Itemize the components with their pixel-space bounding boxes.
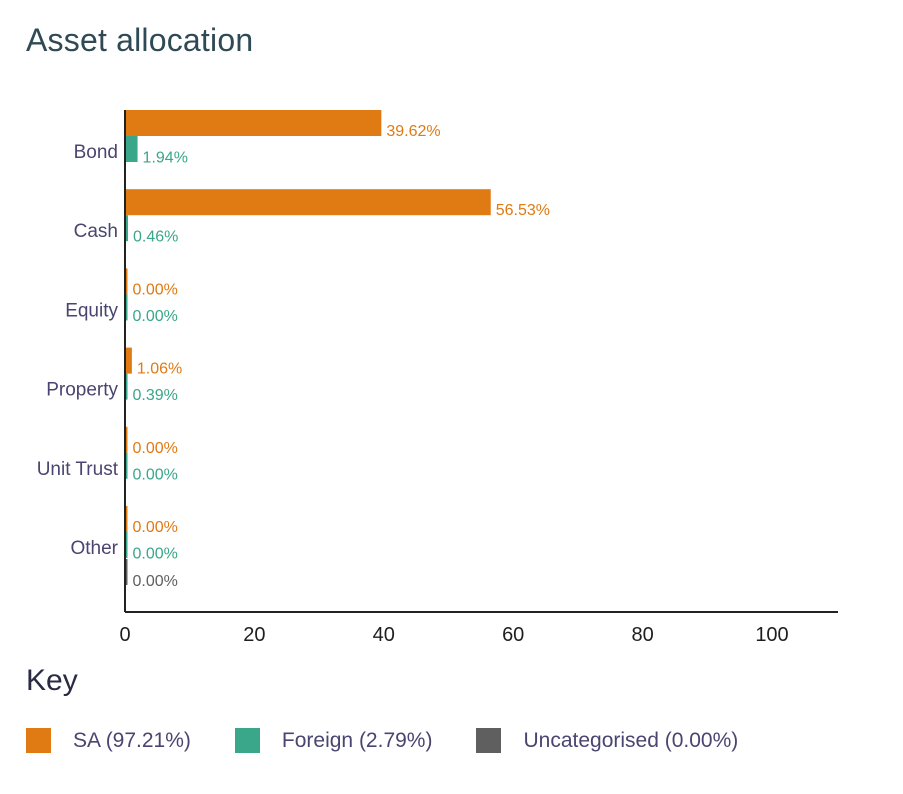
x-tick-label-60: 60 [502, 624, 524, 646]
data-label-sa-bond: 39.62% [386, 123, 440, 140]
bar-foreign-equity [125, 294, 128, 321]
legend-heading: Key [26, 664, 78, 697]
category-label-property: Property [46, 380, 118, 401]
category-label-other: Other [70, 538, 118, 559]
asset-allocation-chart: Bond 39.62% 1.94% Cash 56.53% 0.46% Equity 0.00… [37, 110, 838, 646]
plot-area: Bond 39.62% 1.94% Cash 56.53% 0.46% Equity 0.00… [37, 110, 838, 646]
bar-sa-other [125, 506, 128, 532]
chart-title: Asset allocation [26, 22, 254, 58]
data-label-uncategorised-other: 0.00% [133, 573, 178, 590]
data-label-foreign-cash: 0.46% [133, 229, 178, 246]
bar-sa-unit-trust [125, 426, 128, 453]
legend-item-sa: SA (97.21%) [26, 728, 191, 753]
bar-uncategorised-other [125, 559, 128, 585]
data-label-foreign-property: 0.39% [133, 387, 178, 404]
bar-foreign-unit-trust [125, 452, 128, 479]
x-tick-label-20: 20 [243, 624, 265, 646]
category-label-equity: Equity [65, 300, 118, 321]
data-label-sa-unit-trust: 0.00% [133, 440, 178, 457]
x-tick-label-0: 0 [119, 624, 130, 646]
data-label-sa-property: 1.06% [137, 361, 182, 378]
bar-sa-equity [125, 268, 128, 295]
bar-foreign-cash [125, 215, 128, 242]
category-label-unit-trust: Unit Trust [37, 459, 119, 480]
data-label-sa-other: 0.00% [133, 519, 178, 536]
bar-foreign-other [125, 532, 128, 558]
data-label-foreign-equity: 0.00% [133, 308, 178, 325]
data-label-sa-cash: 56.53% [496, 202, 550, 219]
data-label-sa-equity: 0.00% [133, 281, 178, 298]
legend-item-foreign: Foreign (2.79%) [234, 728, 433, 753]
legend-label-foreign: Foreign (2.79%) [281, 728, 433, 752]
legend-label-uncategorised: Uncategorised (0.00%) [523, 728, 739, 752]
bar-sa-bond [125, 110, 382, 136]
x-tick-label-40: 40 [373, 624, 395, 646]
x-tick-label-80: 80 [631, 624, 653, 646]
data-label-foreign-unit-trust: 0.00% [133, 466, 178, 483]
data-label-foreign-bond: 1.94% [143, 150, 188, 167]
bar-foreign-bond [125, 136, 138, 162]
bar-sa-cash [125, 189, 491, 216]
legend-swatch-foreign [234, 728, 260, 753]
legend-item-uncategorised: Uncategorised (0.00%) [476, 728, 738, 753]
x-tick-label-100: 100 [755, 624, 788, 646]
legend: SA (97.21%) Foreign (2.79%) Uncategorise… [26, 728, 782, 753]
legend-swatch-uncategorised [476, 728, 502, 753]
category-label-cash: Cash [74, 221, 118, 242]
legend-label-sa: SA (97.21%) [73, 728, 191, 752]
bar-sa-property [125, 347, 132, 374]
data-label-foreign-other: 0.00% [133, 546, 178, 563]
category-label-bond: Bond [74, 142, 118, 163]
bar-foreign-property [125, 373, 128, 400]
legend-swatch-sa [26, 728, 51, 753]
